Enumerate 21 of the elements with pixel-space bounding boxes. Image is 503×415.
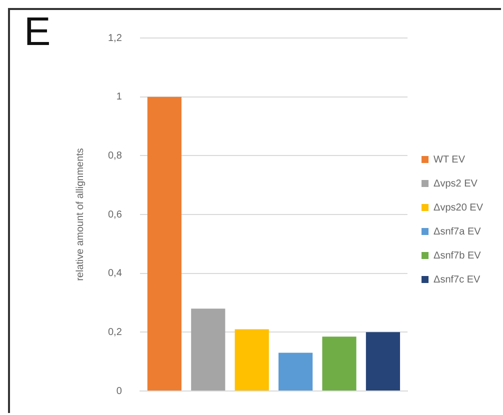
bar — [147, 96, 182, 390]
bar — [278, 352, 313, 390]
y-tick-label: 1 — [116, 92, 122, 103]
bar — [322, 336, 356, 390]
y-tick-label: 0,2 — [108, 326, 122, 338]
legend-label: Δsnf7a EV — [434, 226, 482, 238]
legend-label: Δsnf7b EV — [434, 250, 482, 262]
y-tick-label: 0,4 — [108, 268, 122, 280]
y-tick-label: 0,8 — [108, 150, 122, 162]
y-tick-label: 0,6 — [108, 209, 122, 220]
legend-label: Δvps20 EV — [434, 202, 484, 214]
bar — [234, 329, 269, 390]
y-tick-label: 0 — [116, 386, 122, 397]
legend-label: Δsnf7c EV — [434, 274, 481, 286]
y-axis-title: relative amount of allignments — [74, 148, 86, 281]
bar — [366, 332, 400, 390]
y-tick-label: 1,2 — [108, 32, 122, 44]
legend-label: Δvps2 EV — [434, 178, 478, 190]
text: E — [24, 10, 51, 54]
bar — [191, 308, 226, 390]
legend-label: WT EV — [434, 154, 466, 166]
